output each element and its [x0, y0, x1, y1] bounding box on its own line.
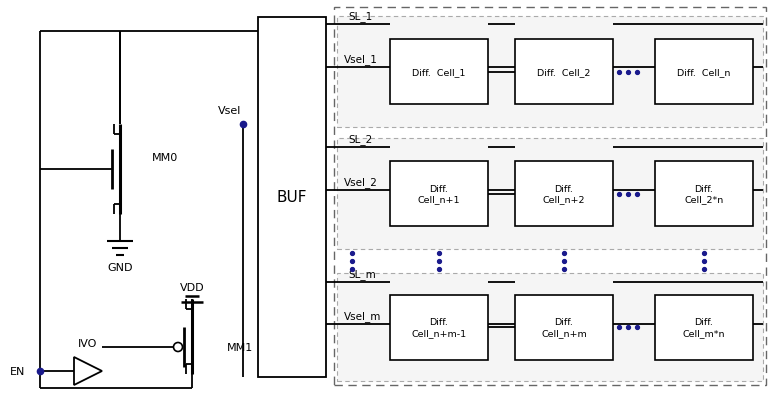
- Bar: [515, 162, 613, 226]
- Text: SL_m: SL_m: [348, 269, 376, 280]
- Bar: [515, 295, 613, 360]
- Bar: [258, 18, 326, 377]
- Text: Vsel_2: Vsel_2: [344, 177, 378, 188]
- Text: Diff.
Cell_n+2: Diff. Cell_n+2: [543, 184, 585, 204]
- Text: GND: GND: [107, 262, 132, 272]
- Text: Diff.
Cell_n+m-1: Diff. Cell_n+m-1: [411, 318, 467, 337]
- Circle shape: [173, 343, 182, 352]
- Bar: [655, 162, 753, 226]
- Bar: [390, 295, 488, 360]
- Bar: [390, 162, 488, 226]
- Bar: [337, 17, 763, 128]
- Bar: [390, 40, 488, 105]
- Text: Diff.
Cell_m*n: Diff. Cell_m*n: [683, 318, 725, 337]
- Text: VDD: VDD: [179, 282, 204, 292]
- Text: MM0: MM0: [152, 153, 178, 162]
- Text: SL_2: SL_2: [348, 134, 372, 145]
- Text: Diff.  Cell_1: Diff. Cell_1: [412, 68, 466, 77]
- Bar: [334, 8, 766, 385]
- Text: Vsel_1: Vsel_1: [344, 54, 378, 65]
- Polygon shape: [74, 357, 102, 385]
- Bar: [515, 40, 613, 105]
- Text: Vsel: Vsel: [218, 106, 241, 116]
- Text: Diff.  Cell_2: Diff. Cell_2: [537, 68, 591, 77]
- Text: Diff.  Cell_n: Diff. Cell_n: [678, 68, 731, 77]
- Text: EN: EN: [10, 366, 25, 376]
- Text: Diff.
Cell_2*n: Diff. Cell_2*n: [685, 184, 724, 204]
- Text: Diff.
Cell_n+1: Diff. Cell_n+1: [418, 184, 460, 204]
- Bar: [655, 295, 753, 360]
- Bar: [655, 40, 753, 105]
- Text: IVO: IVO: [79, 338, 98, 348]
- Text: Diff.
Cell_n+m: Diff. Cell_n+m: [541, 318, 587, 337]
- Bar: [337, 273, 763, 381]
- Text: BUF: BUF: [276, 190, 307, 205]
- Text: Vsel_m: Vsel_m: [344, 311, 381, 322]
- Text: MM1: MM1: [227, 342, 253, 352]
- Bar: [337, 139, 763, 249]
- Text: SL_1: SL_1: [348, 11, 372, 22]
